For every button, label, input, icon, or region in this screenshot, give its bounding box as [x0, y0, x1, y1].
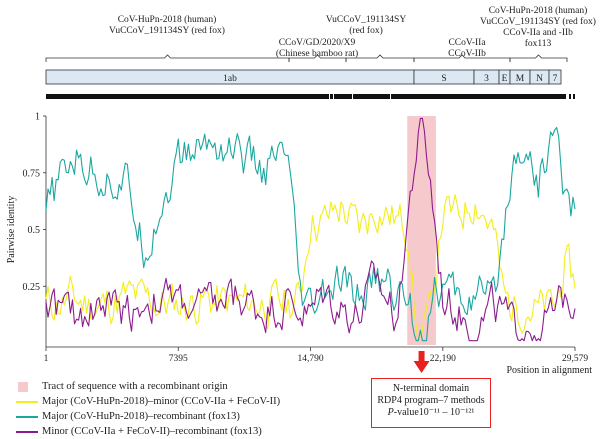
- alignment-bar-end-1: [569, 94, 571, 99]
- legend-label-region: Tract of sequence with a recombinant ori…: [42, 381, 228, 392]
- callout-p-symbol: P: [387, 407, 394, 418]
- y-tick-label-4: 0.25: [23, 282, 41, 293]
- alignment-gap-1: [329, 94, 330, 99]
- y-tick-label-1: 1: [35, 112, 40, 123]
- callout-line-2: RDP4 program–7 methods: [377, 395, 485, 406]
- callout-line-3: P-value10⁻¹¹ – 10⁻¹²¹: [372, 407, 490, 419]
- series-line-2: [45, 126, 576, 342]
- y-tick-label-3: 0.5: [28, 225, 41, 236]
- clade-annotations: CoV-HuPn-2018 (human)VuCCoV_191134SY (re…: [45, 5, 596, 62]
- legend-label-series-3: Minor (CCoV-IIa + FeCoV-II)–recombinant …: [42, 426, 262, 437]
- annotation-text-5-2: VuCCoV_191134SY (red fox): [480, 16, 596, 27]
- legend-label-series-1: Major (CoV-HuPn-2018)–minor (CCoV-IIa + …: [42, 396, 281, 407]
- series-line-3: [45, 117, 576, 342]
- annotation-text-5-3: CCoV-IIa and -IIb: [503, 28, 573, 38]
- legend: Tract of sequence with a recombinant ori…: [14, 379, 354, 439]
- annotation-text-5-1: CoV-HuPn-2018 (human): [489, 5, 588, 16]
- plot-area: 1 0.75 0.5 0.25 1 7395 14,790 22,190 29,579 Pairw…: [6, 112, 592, 377]
- genome-segment-7: [548, 69, 562, 85]
- genome-map: 1ab S 3 E M N 7: [45, 69, 575, 99]
- legend-label-series-2: Major (CoV-HuPn-2018)–recombinant (fox13…: [42, 411, 240, 422]
- legend-line-series-2: [16, 416, 38, 418]
- callout-p-value: -value10⁻¹¹ – 10⁻¹²¹: [393, 407, 475, 418]
- legend-item-recombinant-region: Tract of sequence with a recombinant ori…: [14, 379, 354, 394]
- alignment-bar: [46, 94, 566, 99]
- annotation-text-2-2: (Chinese bamboo rat): [276, 48, 358, 59]
- annotation-text-2-1: CCoV/GD/2020/X9: [279, 38, 356, 48]
- legend-line-series-3: [16, 431, 38, 433]
- x-axis-label: Position in alignment: [506, 365, 592, 376]
- annotation-text-1-2: VuCCoV_191134SY (red fox): [109, 25, 225, 36]
- legend-swatch-region: [18, 382, 28, 392]
- alignment-gap-3: [352, 94, 353, 99]
- annotation-text-1-1: CoV-HuPn-2018 (human): [118, 14, 217, 25]
- genome-label-7: 7: [553, 74, 558, 84]
- callout-line-1: N-terminal domain: [392, 383, 470, 394]
- alignment-gap-2: [333, 94, 334, 99]
- genome-label-M: M: [516, 74, 525, 84]
- callout-box: N-terminal domain RDP4 program–7 methods…: [371, 378, 491, 428]
- genome-label-1ab: 1ab: [223, 74, 237, 84]
- annotation-text-5-4: fox113: [525, 38, 552, 49]
- genome-label-E: E: [502, 74, 508, 84]
- genome-label-S: S: [441, 74, 446, 84]
- legend-line-series-1: [16, 401, 38, 403]
- annotation-text-3-1: VuCCoV_191134SY: [326, 15, 407, 25]
- legend-item-series-1: Major (CoV-HuPn-2018)–minor (CCoV-IIa + …: [14, 394, 354, 409]
- y-tick-label-2: 0.75: [23, 168, 41, 179]
- x-tick-label-1: 1: [44, 354, 49, 364]
- x-tick-label-4: 22,190: [430, 354, 456, 364]
- x-tick-label-5: 29,579: [562, 354, 588, 364]
- annotation-text-3-2: (red fox): [349, 25, 383, 36]
- alignment-bar-end-2: [573, 94, 575, 99]
- genome-label-3: 3: [484, 74, 489, 84]
- genome-label-N: N: [536, 74, 543, 84]
- y-axis-label: Pairwise identity: [6, 196, 17, 264]
- x-tick-label-2: 7395: [169, 354, 188, 364]
- x-tick-label-3: 14,790: [297, 354, 323, 364]
- legend-item-series-3: Minor (CCoV-IIa + FeCoV-II)–recombinant …: [14, 424, 354, 439]
- recombinant-arrow: [413, 351, 430, 373]
- annotation-text-4-1: CCoV-IIa: [448, 38, 486, 48]
- annotation-brace-5: [509, 54, 568, 62]
- annotation-brace-1: [45, 54, 290, 62]
- alignment-gap-4: [390, 94, 391, 99]
- series-line-1: [45, 194, 576, 342]
- annotation-text-4-2: CCoV-IIb: [448, 49, 486, 59]
- legend-item-series-2: Major (CoV-HuPn-2018)–recombinant (fox13…: [14, 409, 354, 424]
